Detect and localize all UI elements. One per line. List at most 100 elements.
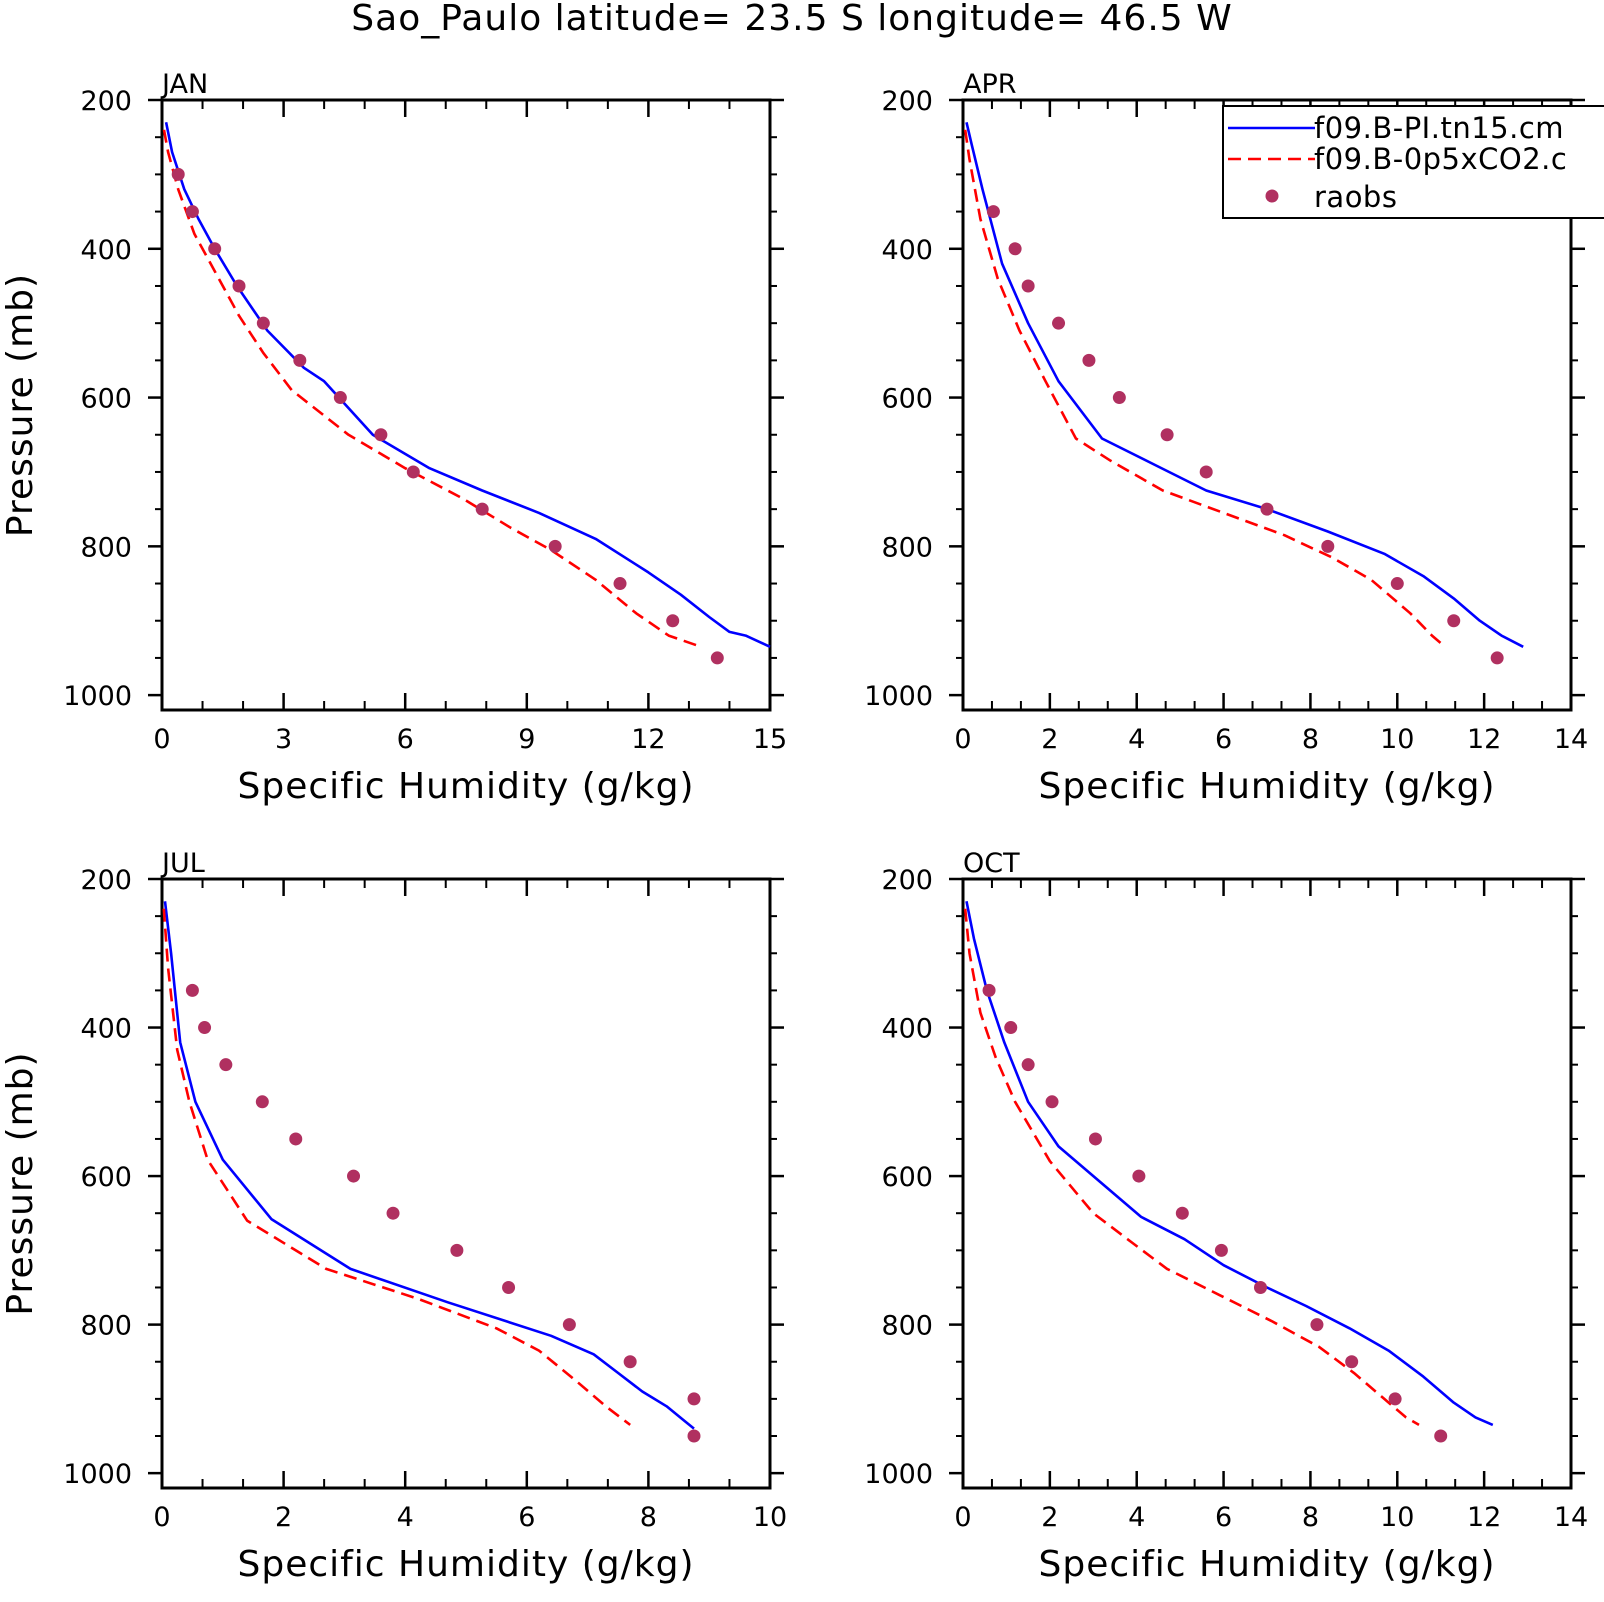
raobs-point xyxy=(623,1355,637,1369)
x-tick-label: 10 xyxy=(1380,724,1414,755)
series-pi xyxy=(965,901,1494,1427)
y-tick-label: 800 xyxy=(80,1311,132,1342)
x-axis-label: Specific Humidity (g/kg) xyxy=(237,766,694,807)
panel-oct: OCT 0 2 4 6 8 10 12 14 200 400 600 800 1000 Specific H… xyxy=(864,848,1588,1585)
raobs-point xyxy=(548,539,562,553)
raobs-point xyxy=(1260,502,1274,516)
x-tick-label: 8 xyxy=(640,1502,657,1533)
legend-box xyxy=(1222,105,1604,219)
series-line xyxy=(162,129,702,649)
x-tick-label: 3 xyxy=(275,724,292,755)
series-line xyxy=(164,122,771,648)
raobs-point xyxy=(208,242,222,256)
y-tick-label: 200 xyxy=(80,86,132,117)
legend-item: f09.B-PI.tn15.cm xyxy=(1228,111,1564,145)
x-tick-label: 8 xyxy=(1302,1502,1319,1533)
raobs-point xyxy=(1390,577,1404,591)
raobs-point xyxy=(185,983,199,997)
raobs-point xyxy=(255,1095,269,1109)
series-co2 xyxy=(162,908,631,1426)
raobs-point xyxy=(1132,1169,1146,1183)
raobs-point xyxy=(666,614,680,628)
raobs-point xyxy=(406,465,420,479)
y-tick-label: 400 xyxy=(80,1014,132,1045)
x-tick-label: 0 xyxy=(954,724,971,755)
y-axis-label: Pressure (mb) xyxy=(0,1051,41,1315)
y-tick-label: 600 xyxy=(881,384,933,415)
x-tick-label: 9 xyxy=(518,724,535,755)
legend-item: raobs xyxy=(1265,180,1397,214)
y-tick-label: 1000 xyxy=(864,681,933,712)
raobs-point xyxy=(1112,391,1126,405)
series-co2 xyxy=(963,908,1420,1427)
series-line xyxy=(963,908,1420,1427)
y-tick-label: 200 xyxy=(881,865,933,896)
y-tick-label: 800 xyxy=(80,532,132,563)
x-tick-label: 12 xyxy=(1467,724,1501,755)
raobs-point xyxy=(1388,1392,1402,1406)
series-line xyxy=(162,908,631,1426)
legend-marker xyxy=(1265,189,1279,203)
series-pi xyxy=(164,122,771,648)
raobs-point xyxy=(562,1318,576,1332)
raobs-point xyxy=(1321,539,1335,553)
y-tick-label: 800 xyxy=(881,1311,933,1342)
raobs-point xyxy=(1088,1132,1102,1146)
raobs-point xyxy=(710,651,724,665)
x-tick-label: 10 xyxy=(1380,1502,1414,1533)
y-tick-label: 800 xyxy=(881,532,933,563)
x-tick-label: 2 xyxy=(1041,1502,1058,1533)
raobs-point xyxy=(232,279,246,293)
raobs-point xyxy=(1045,1095,1059,1109)
x-tick-label: 10 xyxy=(753,1502,787,1533)
raobs-point xyxy=(982,983,996,997)
raobs-point xyxy=(347,1169,361,1183)
panel-jan: JAN 0 3 6 9 12 15 200 400 600 800 1000 Specific Humi… xyxy=(0,69,787,807)
raobs-point xyxy=(1004,1021,1018,1035)
x-tick-label: 6 xyxy=(1215,724,1232,755)
x-tick-label: 15 xyxy=(753,724,787,755)
series-pi xyxy=(965,122,1524,648)
series-raobs xyxy=(171,167,724,665)
y-tick-label: 1000 xyxy=(63,1459,132,1490)
raobs-point xyxy=(293,353,307,367)
raobs-point xyxy=(475,502,489,516)
raobs-point xyxy=(1345,1355,1359,1369)
series-raobs xyxy=(982,983,1448,1443)
raobs-point xyxy=(613,577,627,591)
y-tick-label: 1000 xyxy=(63,681,132,712)
series-line xyxy=(965,122,1524,648)
y-axis-label: Pressure (mb) xyxy=(0,273,41,537)
raobs-point xyxy=(687,1429,701,1443)
raobs-point xyxy=(986,205,1000,219)
series-raobs xyxy=(986,205,1504,665)
x-tick-label: 0 xyxy=(153,1502,170,1533)
panel-title: JUL xyxy=(160,848,205,879)
raobs-point xyxy=(185,205,199,219)
series-raobs xyxy=(185,983,701,1443)
raobs-point xyxy=(1082,353,1096,367)
legend-item: f09.B-0p5xCO2.c xyxy=(1228,142,1567,176)
x-tick-label: 0 xyxy=(954,1502,971,1533)
y-tick-label: 200 xyxy=(80,865,132,896)
raobs-point xyxy=(1052,316,1066,330)
y-tick-label: 600 xyxy=(80,1162,132,1193)
raobs-point xyxy=(1021,1058,1035,1072)
x-tick-label: 0 xyxy=(153,724,170,755)
raobs-point xyxy=(1008,242,1022,256)
series-line xyxy=(163,901,695,1430)
x-tick-label: 2 xyxy=(1041,724,1058,755)
x-tick-label: 4 xyxy=(1128,724,1145,755)
raobs-point xyxy=(1021,279,1035,293)
x-tick-label: 6 xyxy=(1215,1502,1232,1533)
x-tick-label: 4 xyxy=(1128,1502,1145,1533)
y-tick-label: 1000 xyxy=(864,1459,933,1490)
plot-frame xyxy=(160,98,772,712)
panel-title: JAN xyxy=(160,69,208,100)
y-tick-label: 200 xyxy=(881,86,933,117)
raobs-point xyxy=(289,1132,303,1146)
raobs-point xyxy=(687,1392,701,1406)
x-tick-label: 6 xyxy=(397,724,414,755)
